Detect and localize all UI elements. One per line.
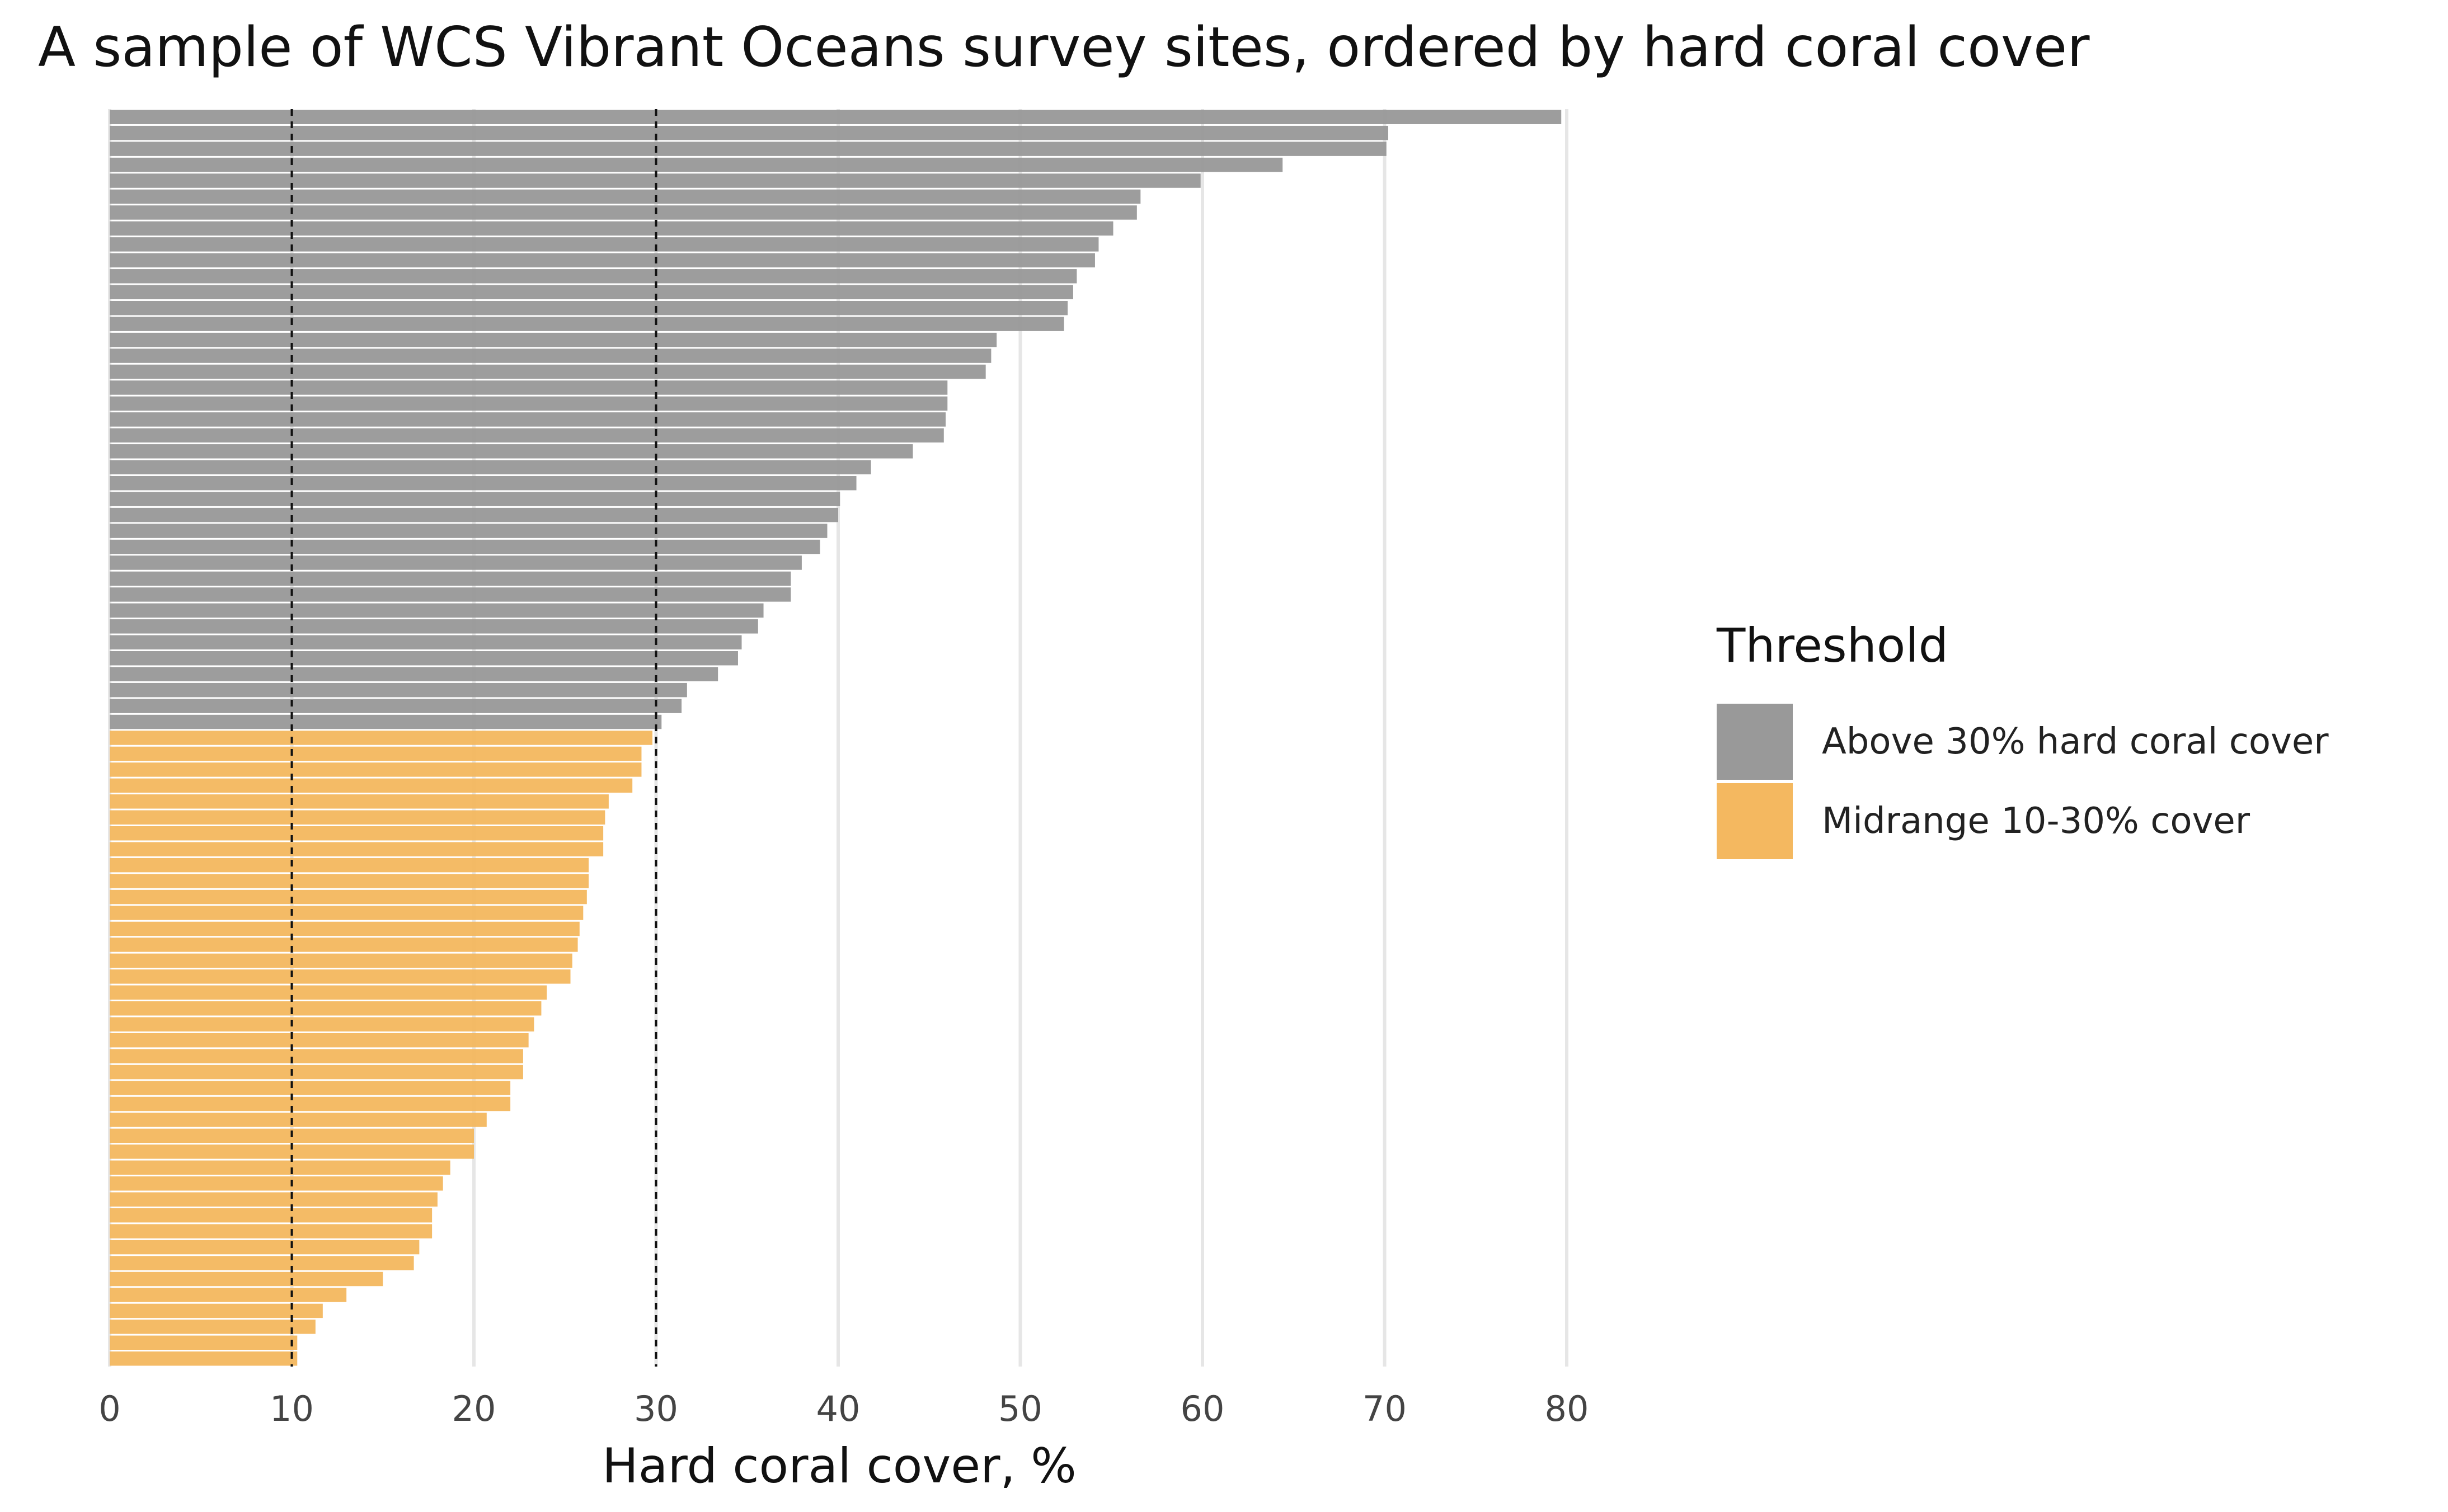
chart-title: A sample of WCS Vibrant Oceans survey si… (38, 16, 2090, 79)
bar-above-30-10 (110, 253, 1095, 268)
legend-label-above-30: Above 30% hard coral cover (1822, 721, 2329, 762)
bar-midrange-76 (110, 1303, 323, 1318)
bar-midrange-48 (110, 858, 589, 873)
bar-above-30-29 (110, 555, 802, 570)
bar-midrange-54 (110, 953, 572, 968)
x-axis-ticks: 0 10 20 30 40 50 60 70 80 (98, 1388, 1589, 1429)
bar-above-30-36 (110, 667, 718, 681)
bar-midrange-79 (110, 1351, 298, 1366)
bar-midrange-60 (110, 1049, 523, 1063)
bar-midrange-73 (110, 1256, 414, 1270)
bar-above-30-26 (110, 507, 838, 522)
bar-above-30-1 (110, 110, 1562, 124)
bar-midrange-61 (110, 1064, 523, 1080)
bar-midrange-47 (110, 842, 604, 856)
x-tick-label-30: 30 (634, 1388, 678, 1429)
bar-above-30-9 (110, 237, 1099, 252)
bar-midrange-42 (110, 762, 642, 777)
bar-above-30-15 (110, 332, 997, 347)
x-tick-label-50: 50 (998, 1388, 1042, 1429)
bar-midrange-69 (110, 1192, 438, 1207)
bar-midrange-71 (110, 1224, 433, 1238)
legend-swatch-midrange (1717, 783, 1793, 859)
bar-midrange-72 (110, 1240, 420, 1255)
bar-midrange-77 (110, 1320, 316, 1334)
bar-above-30-18 (110, 380, 948, 395)
bar-midrange-46 (110, 826, 604, 841)
bar-midrange-51 (110, 906, 584, 920)
bar-above-30-32 (110, 603, 764, 618)
bar-midrange-50 (110, 889, 587, 905)
bar-midrange-62 (110, 1081, 511, 1095)
bar-above-30-20 (110, 412, 946, 427)
bar-midrange-55 (110, 969, 571, 984)
bar-above-30-28 (110, 539, 820, 554)
bar-midrange-78 (110, 1335, 298, 1350)
bars (110, 110, 1562, 1366)
x-tick-label-80: 80 (1545, 1388, 1589, 1429)
bar-above-30-21 (110, 428, 944, 443)
bar-above-30-27 (110, 524, 828, 538)
bar-above-30-13 (110, 300, 1068, 315)
legend-title: Threshold (1717, 618, 1948, 673)
bar-above-30-14 (110, 317, 1064, 331)
bar-above-30-34 (110, 635, 742, 649)
bar-above-30-39 (110, 714, 662, 729)
bar-midrange-56 (110, 985, 547, 1000)
bar-above-30-25 (110, 492, 840, 506)
bar-above-30-33 (110, 619, 758, 634)
bar-above-30-6 (110, 189, 1141, 204)
bar-above-30-38 (110, 699, 682, 713)
bar-midrange-59 (110, 1033, 529, 1048)
bar-above-30-7 (110, 205, 1137, 220)
x-tick-label-40: 40 (816, 1388, 861, 1429)
x-tick-label-10: 10 (270, 1388, 314, 1429)
bar-above-30-19 (110, 396, 948, 411)
bar-midrange-75 (110, 1288, 347, 1302)
bar-above-30-35 (110, 651, 738, 666)
bar-above-30-2 (110, 125, 1389, 140)
bar-above-30-16 (110, 348, 992, 363)
x-tick-label-20: 20 (452, 1388, 496, 1429)
bar-above-30-31 (110, 587, 791, 602)
bar-midrange-44 (110, 794, 609, 809)
bar-above-30-23 (110, 460, 871, 474)
bar-above-30-4 (110, 157, 1283, 172)
bar-midrange-67 (110, 1160, 450, 1175)
bar-above-30-37 (110, 682, 687, 698)
bar-midrange-68 (110, 1176, 443, 1191)
bar-above-30-22 (110, 444, 913, 459)
bar-midrange-52 (110, 921, 580, 936)
bar-above-30-8 (110, 221, 1113, 236)
bar-midrange-40 (110, 731, 652, 745)
x-axis-title: Hard coral cover, % (602, 1438, 1077, 1494)
bar-midrange-53 (110, 938, 578, 952)
bar-above-30-30 (110, 571, 791, 586)
legend-label-midrange: Midrange 10-30% cover (1822, 800, 2250, 842)
legend-item-above-30: Above 30% hard coral cover (1717, 702, 2329, 781)
x-tick-label-60: 60 (1181, 1388, 1225, 1429)
bar-above-30-3 (110, 142, 1387, 156)
reference-lines (290, 109, 657, 1367)
bar-midrange-49 (110, 874, 589, 888)
bar-midrange-43 (110, 778, 633, 793)
bar-midrange-58 (110, 1017, 534, 1031)
legend-swatch-above-30 (1717, 704, 1793, 780)
bar-above-30-24 (110, 475, 857, 491)
bar-midrange-45 (110, 810, 605, 825)
bar-above-30-12 (110, 285, 1073, 299)
bar-above-30-11 (110, 269, 1077, 284)
legend-item-midrange: Midrange 10-30% cover (1717, 781, 2329, 861)
bar-midrange-57 (110, 1001, 542, 1016)
bar-midrange-63 (110, 1096, 511, 1111)
x-tick-label-0: 0 (98, 1388, 120, 1429)
bar-midrange-74 (110, 1271, 383, 1287)
bar-midrange-64 (110, 1113, 487, 1127)
bar-midrange-41 (110, 746, 642, 761)
legend: Threshold Above 30% hard coral cover Mid… (1717, 618, 2329, 861)
bar-above-30-17 (110, 364, 986, 379)
bar-midrange-70 (110, 1208, 433, 1223)
x-tick-label-70: 70 (1362, 1388, 1407, 1429)
